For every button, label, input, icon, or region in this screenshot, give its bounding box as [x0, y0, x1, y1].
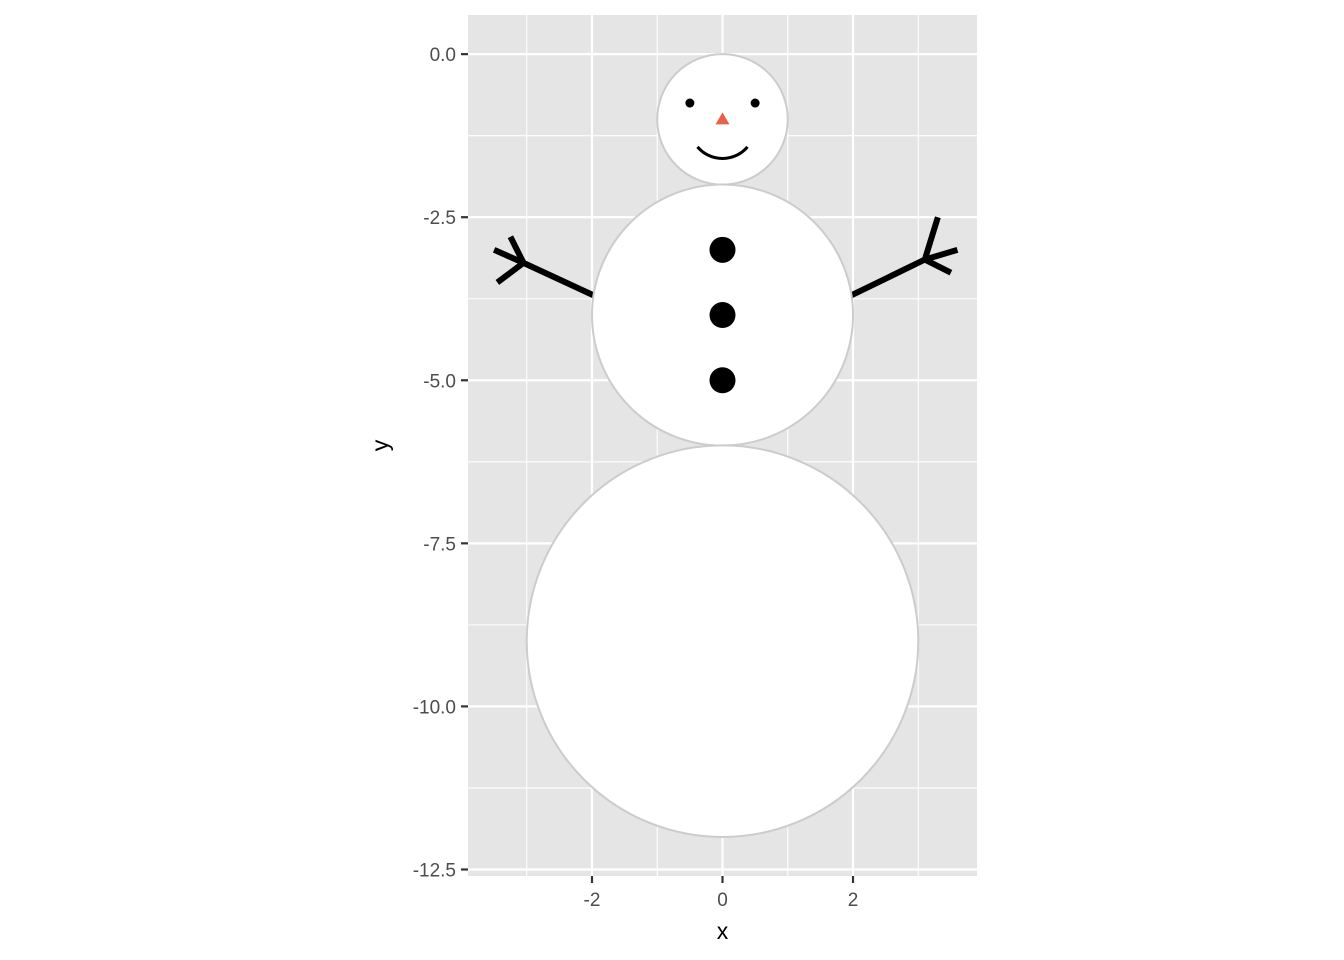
base-circle — [525, 444, 920, 838]
left-arm-twig — [495, 260, 526, 285]
left-arm-twig — [507, 235, 527, 265]
snowman-shapes — [492, 53, 959, 838]
x-tick-label: -2 — [584, 890, 601, 911]
y-tick-label: -5.0 — [423, 371, 456, 392]
left-arm — [522, 260, 596, 299]
nose — [715, 112, 730, 125]
y-tick-label: -2.5 — [423, 208, 456, 229]
y-tick-label: 0.0 — [430, 45, 456, 66]
right-eye — [750, 98, 760, 108]
left-eye — [685, 98, 695, 108]
left-arm-twig — [492, 247, 525, 266]
right-arm-twig — [921, 216, 941, 261]
mouth — [696, 145, 749, 161]
right-arm-twig — [923, 256, 953, 276]
y-axis-title: y — [367, 439, 393, 451]
button-2 — [709, 302, 736, 329]
x-tick-label: 2 — [848, 890, 859, 911]
y-tick-label: -7.5 — [423, 534, 456, 555]
y-tick-label: -12.5 — [413, 860, 456, 881]
right-arm — [849, 256, 927, 299]
button-1 — [709, 236, 736, 263]
axes: -2 0 2 0.0 -2.5 -5.0 -7.5 -10.0 -12.5 — [413, 45, 859, 911]
x-tick-label: 0 — [717, 890, 728, 911]
y-tick-label: -10.0 — [413, 697, 456, 718]
button-3 — [709, 367, 736, 394]
right-arm-twig — [923, 246, 959, 263]
x-axis-title: x — [717, 918, 729, 944]
